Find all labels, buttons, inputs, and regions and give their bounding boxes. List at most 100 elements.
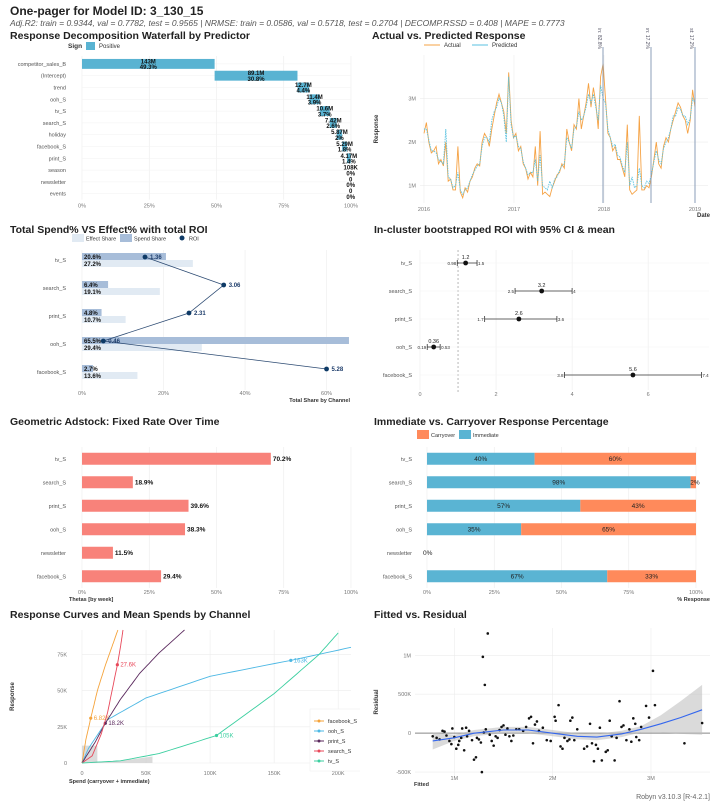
legend-swatch-point [317,759,321,763]
residual-point [637,738,641,742]
residual-point [451,727,454,730]
adstock-panel: Geometric Adstock: Fixed Rate Over Time … [0,413,360,605]
adstock-value-label: 38.3% [187,526,206,533]
adstock-value-label: 18.9% [135,479,154,486]
residual-point [467,729,471,733]
roi-point [142,254,148,260]
mean-label: 5.6 [629,367,637,373]
category-label: tv_S [55,457,66,463]
residual-point [606,748,610,752]
ci-lower-label: 1.7 [477,317,484,322]
effect-share-label: 29.4% [84,346,102,352]
residual-point [494,734,497,738]
spend-share-label: 6.4% [84,283,98,289]
residual-point [465,734,469,738]
residual-point [481,655,485,659]
residual-point [588,722,592,726]
x-tick-label: 0% [78,590,86,596]
y-tick-label: 50K [57,689,67,695]
category-label: ooh_S [50,97,66,103]
split-label: Validation: 17.2% [644,28,650,50]
residual-point [683,741,686,745]
x-tick-label: 1M [451,776,459,782]
y-axis-title: Residual [374,689,380,714]
x-tick-label: 100% [344,590,358,596]
residual-point [474,756,478,759]
value-label: 5.87M [331,130,348,136]
legend-label-print_S: print_S [328,739,346,745]
adstock-bar [82,499,189,512]
value-label: 0 [349,177,353,183]
adstock-value-label: 39.6% [191,503,210,510]
category-label: print_S [49,504,67,510]
roi-label: 0.46 [108,339,120,345]
ci-upper-label: 4 [573,289,576,294]
roi-label: 3.06 [229,283,241,289]
legend-swatch-roi [179,235,185,241]
mean-spend-label: 105K [220,734,234,740]
bootstrap-roi-chart: 0 2 4 6 tv_S 1.2 0.98 1.5 search_S 3.2 2.5 4 print_S… [383,250,709,398]
residual-point [459,736,463,740]
category-label: holiday [49,133,67,139]
x-tick-label: 2018 [598,207,610,213]
page-title: One-pager for Model ID: 3_130_15 [10,4,204,18]
x-tick-label: 3M [647,776,655,782]
x-tick-label: 0 [80,771,83,777]
x-axis-title: Date [697,213,711,218]
residual-point [651,669,655,673]
legend-label-carryover: Carryover [431,433,455,439]
residual-point [596,747,600,751]
residual-point [490,739,493,743]
bootstrap-roi-title: In-cluster bootstrapped ROI with 95% CI … [374,224,615,236]
response-curves-panel: Response Curves and Mean Spends by Chann… [0,606,363,805]
residual-point [512,734,515,737]
percent-label: 0% [346,195,355,201]
category-label: ooh_S [396,345,412,351]
x-tick-label: 50K [141,771,151,777]
immediate-label: 35% [468,526,481,533]
response-curve-print_S [81,629,185,764]
immediate-bar [427,570,608,583]
x-tick-label: 25% [489,590,500,596]
spend-share-label: 4.8% [84,311,98,317]
mean-spend-label: 163K [294,658,308,664]
residual-point [563,736,566,740]
value-label: 7.42M [325,118,342,124]
residual-point [585,745,589,748]
carryover-bar [521,523,696,536]
residual-point [569,719,572,722]
residual-point [625,738,628,742]
actual-predicted-panel: Actual vs. Predicted Response Actual Pred… [360,10,720,219]
ci-lower-label: 0.19 [417,345,426,350]
residual-point [456,743,460,747]
effect-share-bar [82,344,202,351]
legend-label-effect-share: Effect Share [86,237,116,243]
residual-point [613,759,616,762]
legend-label-immediate: Immediate [473,433,499,439]
category-label: tv_S [55,258,66,264]
x-tick-label: 100% [689,590,703,596]
actual-line [423,63,696,200]
residual-point [575,727,579,731]
response-curves-chart: 0 50K 100K 150K 200K 0 25K 50K 75K Spend (carryov… [10,629,363,785]
residual-point [541,726,545,730]
residual-point [450,742,453,746]
legend-swatch-point [317,719,321,723]
residual-point [431,734,434,738]
mean-point [463,260,469,266]
residual-point [508,734,511,738]
legend-swatch-effect-share [72,234,84,242]
category-label: search_S [43,480,67,486]
legend-label-ooh_S: ooh_S [328,729,344,735]
x-tick-label: 100K [204,771,217,777]
confidence-band [432,684,703,750]
x-tick-label: 75% [623,590,634,596]
y-tick-label: 75K [57,653,67,659]
robyn-version-footer: Robyn v3.10.3 [R-4.2.1] [636,794,710,801]
residual-point [566,739,569,743]
legend-swatch-point [317,739,321,743]
x-tick-label: 0% [423,590,431,596]
category-label: trend [53,86,66,92]
x-tick-label: 2017 [508,207,520,213]
legend-swatch-point [317,729,321,733]
